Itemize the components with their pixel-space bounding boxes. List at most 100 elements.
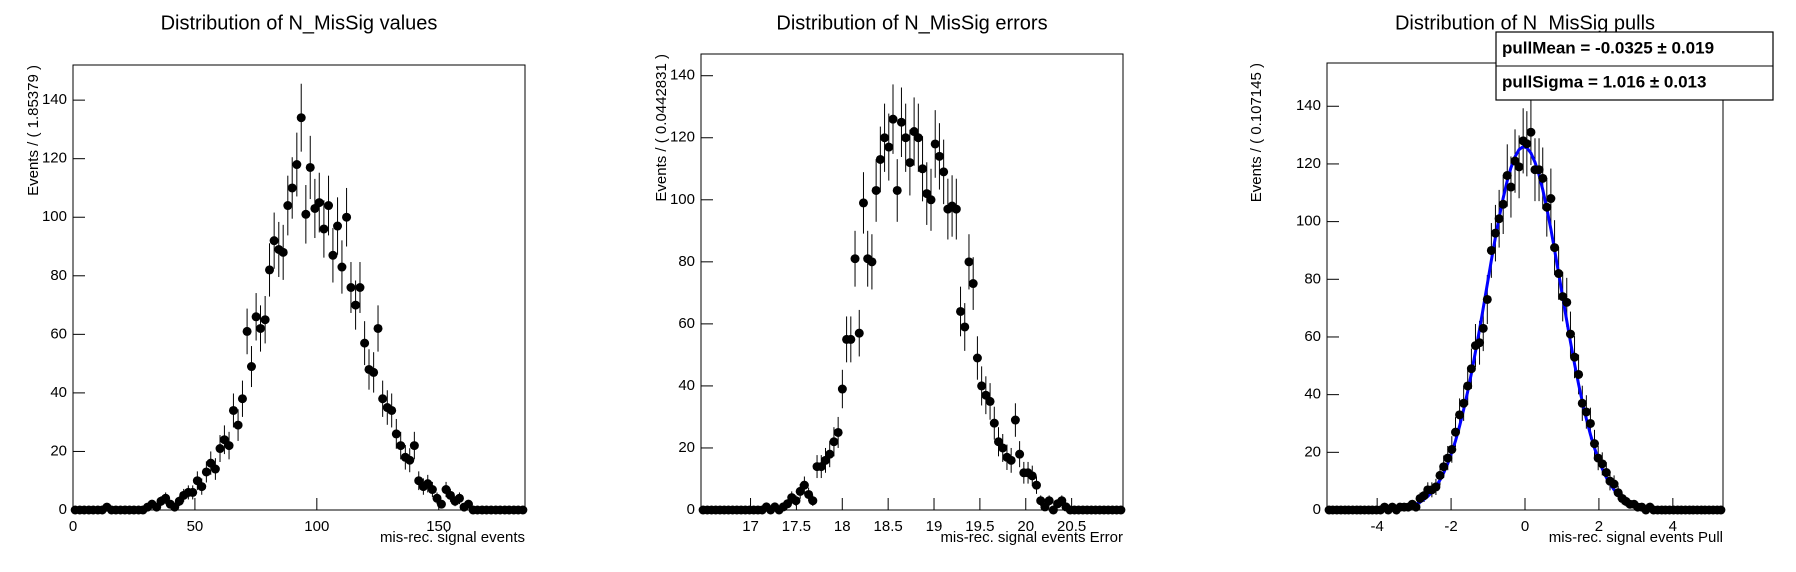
data-point bbox=[1431, 482, 1441, 492]
y-tick-label: 140 bbox=[670, 67, 695, 84]
y-tick-label: 120 bbox=[1296, 155, 1321, 172]
data-point bbox=[1534, 165, 1544, 175]
data-point bbox=[964, 257, 974, 267]
y-tick-label: 80 bbox=[1304, 270, 1321, 287]
y-axis-label: Events / ( 1.85379 ) bbox=[25, 65, 42, 196]
data-point bbox=[1609, 479, 1619, 489]
data-point bbox=[1455, 410, 1465, 420]
data-point bbox=[242, 326, 252, 336]
data-point bbox=[829, 437, 839, 447]
data-point bbox=[269, 236, 279, 246]
data-point bbox=[260, 315, 270, 325]
y-tick-label: 100 bbox=[1296, 213, 1321, 230]
data-point bbox=[355, 283, 365, 292]
data-point bbox=[926, 195, 936, 205]
data-point bbox=[305, 162, 315, 172]
data-point bbox=[875, 154, 885, 164]
data-point bbox=[337, 262, 347, 272]
x-tick-label: 18 bbox=[834, 518, 851, 535]
x-axis-label: mis-rec. signal events Pull bbox=[1549, 529, 1723, 546]
data-point bbox=[888, 114, 898, 124]
plot-frame bbox=[1326, 62, 1724, 511]
data-point bbox=[201, 467, 211, 477]
data-point bbox=[197, 482, 207, 492]
data-point bbox=[1565, 329, 1575, 339]
y-tick-label: 60 bbox=[1304, 328, 1321, 345]
x-tick-label: 50 bbox=[187, 518, 204, 535]
x-tick-label: 19.5 bbox=[965, 518, 994, 535]
data-point bbox=[1550, 243, 1560, 253]
data-point bbox=[846, 334, 856, 344]
y-tick-label: 0 bbox=[1313, 501, 1321, 518]
data-point bbox=[1044, 496, 1054, 506]
y-tick-label: 140 bbox=[42, 91, 67, 108]
data-point bbox=[1451, 427, 1461, 437]
y-tick-label: 0 bbox=[687, 501, 695, 518]
data-point bbox=[939, 167, 949, 177]
data-point bbox=[1716, 505, 1726, 515]
data-point bbox=[278, 247, 288, 257]
data-point bbox=[1585, 418, 1595, 428]
data-point bbox=[892, 185, 902, 195]
data-point bbox=[858, 198, 868, 208]
data-point bbox=[1494, 214, 1504, 224]
data-point bbox=[454, 493, 464, 503]
y-tick-label: 120 bbox=[42, 150, 67, 167]
chart-title: Distribution of N_MisSig values bbox=[161, 12, 438, 34]
data-point bbox=[369, 367, 379, 377]
plot-frame bbox=[700, 53, 1124, 511]
x-tick-label: 20 bbox=[1017, 518, 1034, 535]
data-point bbox=[436, 499, 446, 509]
data-point bbox=[1581, 407, 1591, 417]
data-point bbox=[930, 139, 940, 149]
stats-text: pullMean = -0.0325 ± 0.019 bbox=[1502, 38, 1714, 57]
data-point bbox=[956, 306, 966, 316]
data-point bbox=[1459, 398, 1469, 408]
y-tick-label: 20 bbox=[1304, 443, 1321, 460]
y-tick-label: 120 bbox=[670, 129, 695, 146]
data-point bbox=[1562, 297, 1572, 307]
data-point bbox=[1546, 194, 1556, 204]
data-point bbox=[1466, 364, 1476, 374]
data-point bbox=[296, 113, 306, 123]
data-point bbox=[342, 212, 352, 222]
x-tick-label: 20.5 bbox=[1057, 518, 1086, 535]
data-point bbox=[210, 464, 220, 474]
data-point bbox=[1447, 444, 1457, 454]
data-point bbox=[233, 420, 243, 430]
data-point bbox=[1435, 470, 1445, 480]
data-point bbox=[215, 444, 225, 454]
y-tick-label: 60 bbox=[50, 325, 67, 342]
x-tick-label: -2 bbox=[1444, 518, 1457, 535]
x-tick-label: -4 bbox=[1370, 518, 1383, 535]
data-point bbox=[246, 362, 256, 372]
data-point bbox=[1542, 202, 1552, 212]
y-tick-label: 20 bbox=[50, 442, 67, 459]
data-point bbox=[1538, 173, 1548, 183]
data-point bbox=[833, 427, 843, 437]
y-tick-label: 100 bbox=[670, 191, 695, 208]
data-point bbox=[351, 300, 361, 310]
data-point bbox=[1443, 453, 1453, 463]
data-point bbox=[360, 338, 370, 348]
data-point bbox=[328, 250, 338, 260]
data-point bbox=[1463, 381, 1473, 391]
data-point bbox=[405, 455, 415, 465]
x-tick-label: 2 bbox=[1595, 518, 1603, 535]
data-point bbox=[1526, 127, 1536, 137]
data-point bbox=[1601, 468, 1611, 478]
data-point bbox=[391, 429, 401, 439]
data-point bbox=[1574, 369, 1584, 379]
y-tick-label: 40 bbox=[50, 384, 67, 401]
data-point bbox=[871, 185, 881, 195]
data-point bbox=[1027, 471, 1037, 481]
data-point bbox=[301, 209, 311, 219]
y-tick-label: 140 bbox=[1296, 97, 1321, 114]
data-point bbox=[960, 322, 970, 332]
data-point bbox=[292, 160, 302, 170]
data-point bbox=[378, 394, 388, 404]
data-point bbox=[968, 279, 978, 289]
data-point bbox=[808, 496, 818, 506]
plot-frame bbox=[72, 64, 526, 511]
data-point bbox=[188, 487, 198, 497]
